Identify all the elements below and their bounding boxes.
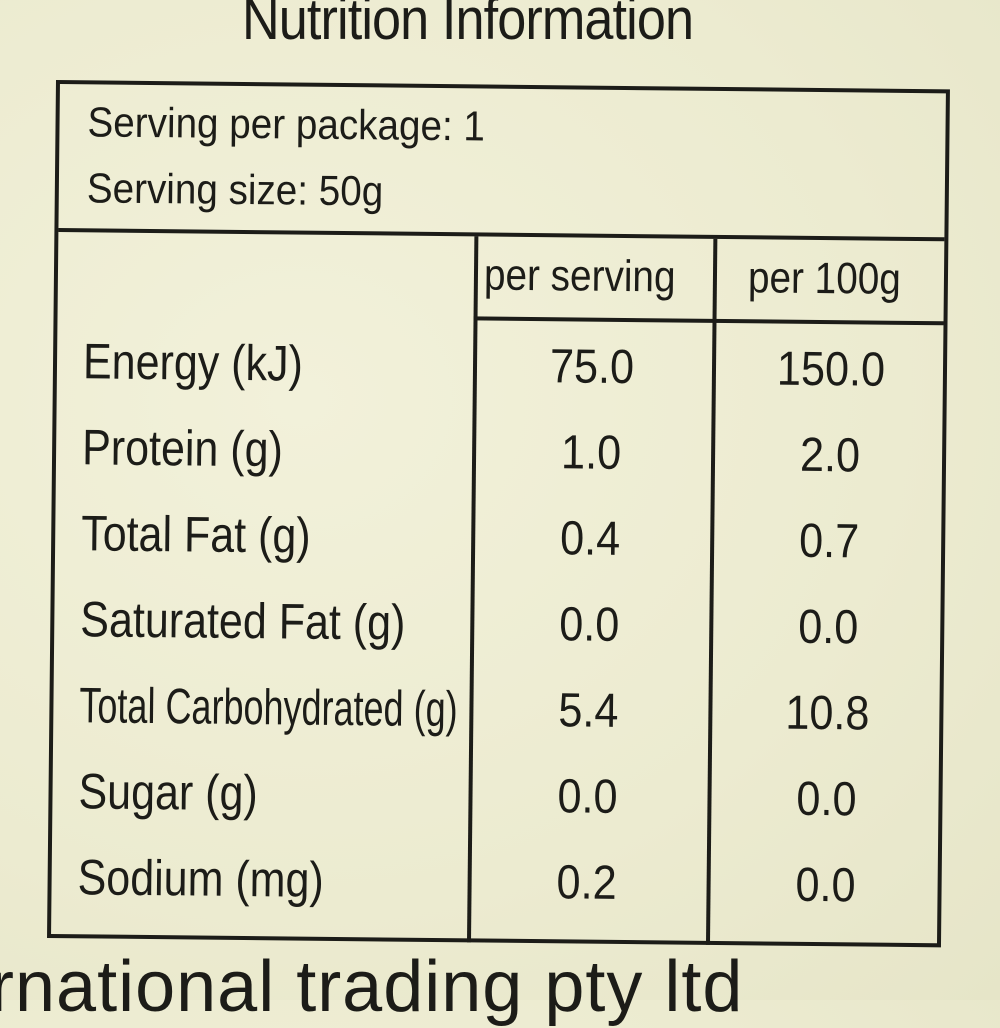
per-100g-value: 0.0 [796, 772, 857, 827]
nutrient-name: Sugar (g) [78, 763, 259, 822]
company-name-partial: rnational trading pty ltd [0, 947, 744, 1027]
nutrition-table: per serving per 100g Energy (kJ) 75.0 15… [51, 232, 944, 947]
nutrient-name: Saturated Fat (g) [80, 591, 406, 651]
table-row-sugar: Sugar (g) 0.0 0.0 [52, 762, 939, 857]
per-serving-value: 0.2 [556, 856, 617, 910]
per-serving-value: 1.0 [560, 426, 622, 480]
nutrition-panel: Serving per package: 1 Serving size: 50g… [47, 80, 950, 948]
column-header-per-serving: per serving [483, 250, 676, 302]
table-row-total-carbohydrated: Total Carbohydrated (g) 5.4 10.8 [53, 676, 940, 771]
table-row-total-fat: Total Fat (g) 0.4 0.7 [55, 504, 942, 599]
per-serving-value: 0.0 [559, 598, 620, 652]
table-row-sodium: Sodium (mg) 0.2 0.0 [51, 848, 938, 943]
nutrient-name: Total Carbohydrated (g) [79, 677, 458, 738]
per-serving-value: 0.4 [559, 512, 621, 566]
per-100g-value: 0.7 [798, 514, 860, 569]
serving-size: Serving size: 50g [86, 164, 384, 215]
nutrient-name: Energy (kJ) [82, 333, 304, 392]
table-row-protein: Protein (g) 1.0 2.0 [56, 418, 943, 513]
table-row-saturated-fat: Saturated Fat (g) 0.0 0.0 [54, 590, 941, 685]
per-100g-value: 10.8 [785, 686, 870, 741]
panel-title: Nutrition Information [242, 0, 694, 52]
per-100g-value: 0.0 [795, 858, 856, 913]
nutrient-name: Protein (g) [81, 419, 284, 478]
per-serving-value: 0.0 [557, 770, 618, 824]
servings-per-package: Serving per package: 1 [87, 98, 486, 150]
per-100g-value: 2.0 [799, 428, 861, 483]
per-serving-value: 5.4 [558, 684, 619, 738]
serving-info: Serving per package: 1 Serving size: 50g [58, 84, 946, 242]
header-divider [473, 316, 944, 326]
nutrient-name: Sodium (mg) [77, 849, 325, 908]
per-serving-value: 75.0 [549, 340, 635, 395]
per-100g-value: 150.0 [776, 342, 886, 397]
column-header-per-100g: per 100g [747, 253, 902, 304]
per-100g-value: 0.0 [797, 600, 859, 655]
nutrient-name: Total Fat (g) [80, 505, 311, 564]
table-row-energy: Energy (kJ) 75.0 150.0 [56, 332, 943, 427]
